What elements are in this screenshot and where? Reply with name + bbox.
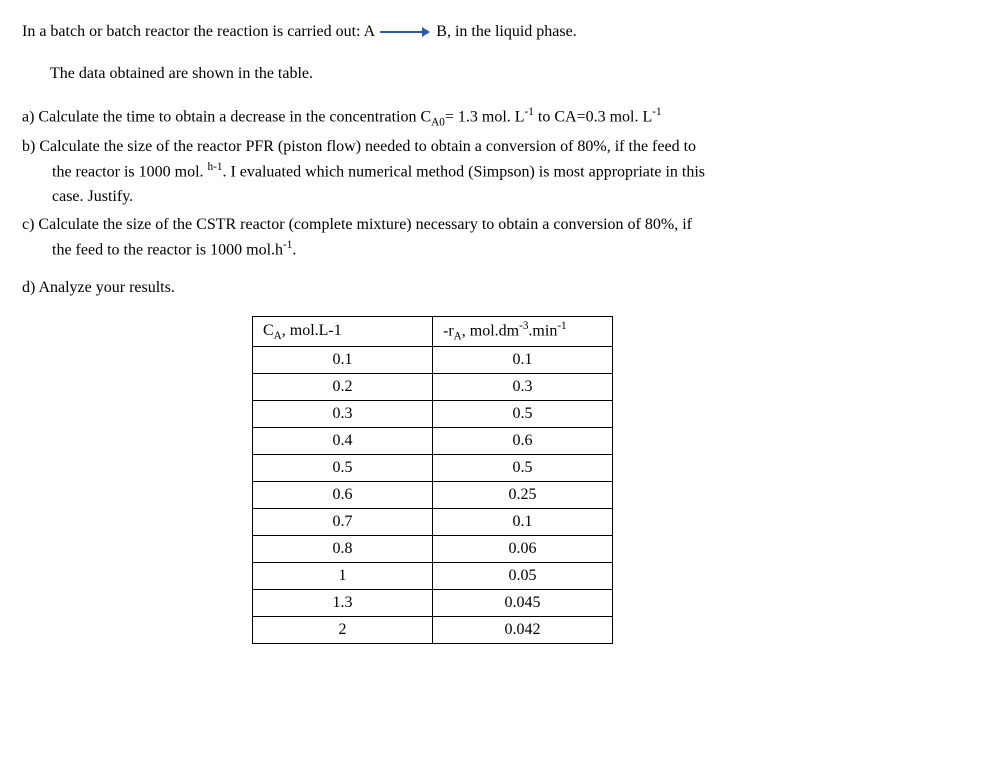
table-cell-ra: 0.045: [433, 590, 613, 617]
part-b: b) Calculate the size of the reactor PFR…: [22, 135, 964, 208]
table-row: 0.70.1: [253, 509, 613, 536]
table-cell-ca: 1.3: [253, 590, 433, 617]
table-row: 0.40.6: [253, 428, 613, 455]
part-c: c) Calculate the size of the CSTR reacto…: [22, 213, 964, 262]
part-d: d) Analyze your results.: [22, 276, 964, 300]
table-cell-ca: 0.4: [253, 428, 433, 455]
table-cell-ca: 0.3: [253, 401, 433, 428]
intro-prefix: In a batch or batch reactor the reaction…: [22, 23, 374, 40]
table-row: 10.05: [253, 563, 613, 590]
table-row: 0.10.1: [253, 347, 613, 374]
table-row: 0.20.3: [253, 374, 613, 401]
table-header-row: CA, mol.L-1 -rA, mol.dm-3.min-1: [253, 316, 613, 346]
intro-suffix: B, in the liquid phase.: [436, 23, 576, 40]
table-cell-ra: 0.3: [433, 374, 613, 401]
intro-line: In a batch or batch reactor the reaction…: [22, 20, 964, 44]
table-row: 1.30.045: [253, 590, 613, 617]
table-cell-ca: 2: [253, 617, 433, 644]
table-cell-ra: 0.6: [433, 428, 613, 455]
table-cell-ca: 0.1: [253, 347, 433, 374]
table-header-ca: CA, mol.L-1: [253, 316, 433, 346]
table-cell-ra: 0.5: [433, 401, 613, 428]
part-b-sub-line: the reactor is 1000 mol. h-1. I evaluate…: [22, 159, 964, 184]
table-cell-ca: 1: [253, 563, 433, 590]
table-cell-ra: 0.5: [433, 455, 613, 482]
data-intro: The data obtained are shown in the table…: [22, 62, 964, 86]
part-a: a) Calculate the time to obtain a decrea…: [22, 104, 964, 131]
table-cell-ca: 0.6: [253, 482, 433, 509]
table-header-ra: -rA, mol.dm-3.min-1: [433, 316, 613, 346]
part-c-sub-line: the feed to the reactor is 1000 mol.h-1.: [22, 237, 964, 262]
table-cell-ra: 0.05: [433, 563, 613, 590]
table-cell-ca: 0.5: [253, 455, 433, 482]
table-cell-ca: 0.2: [253, 374, 433, 401]
table-cell-ra: 0.25: [433, 482, 613, 509]
table-row: 0.50.5: [253, 455, 613, 482]
table-cell-ra: 0.1: [433, 509, 613, 536]
question-list: a) Calculate the time to obtain a decrea…: [22, 104, 964, 300]
data-table: CA, mol.L-1 -rA, mol.dm-3.min-1 0.10.10.…: [252, 316, 613, 644]
table-row: 0.80.06: [253, 536, 613, 563]
table-cell-ra: 0.06: [433, 536, 613, 563]
table-row: 20.042: [253, 617, 613, 644]
table-cell-ra: 0.042: [433, 617, 613, 644]
table-row: 0.60.25: [253, 482, 613, 509]
table-row: 0.30.5: [253, 401, 613, 428]
table-cell-ca: 0.7: [253, 509, 433, 536]
arrow-icon: [380, 27, 430, 37]
table-cell-ra: 0.1: [433, 347, 613, 374]
table-cell-ca: 0.8: [253, 536, 433, 563]
